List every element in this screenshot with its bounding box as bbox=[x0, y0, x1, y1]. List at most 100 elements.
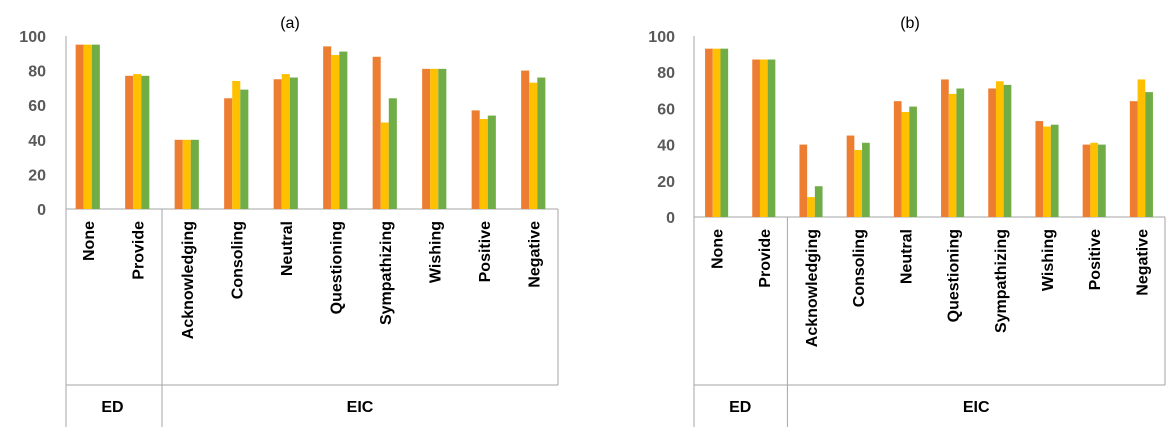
bar-s1-positive bbox=[471, 110, 480, 209]
category-label-consoling: Consoling bbox=[851, 229, 868, 307]
group-label-eic: EIC bbox=[347, 399, 374, 416]
bar-s2-neutral bbox=[281, 74, 290, 209]
category-label-negative: Negative bbox=[1134, 229, 1151, 296]
bar-s2-wishing bbox=[1043, 126, 1051, 217]
bar-s3-positive bbox=[1098, 144, 1106, 217]
bar-s2-provide bbox=[759, 59, 768, 217]
y-tick-label: 40 bbox=[657, 138, 675, 155]
bar-s3-questioning bbox=[339, 51, 348, 209]
group-label-ed: ED bbox=[101, 399, 123, 416]
y-tick-label: 100 bbox=[648, 29, 675, 46]
bar-s3-neutral bbox=[909, 106, 917, 217]
bar-s3-sympathizing bbox=[1003, 84, 1012, 218]
category-label-provide: Provide bbox=[130, 221, 147, 280]
category-label-negative: Negative bbox=[526, 221, 543, 288]
group-label-ed: ED bbox=[729, 399, 751, 416]
bar-s3-sympathizing bbox=[388, 98, 397, 209]
bar-s1-questioning bbox=[941, 79, 949, 217]
bar-s2-negative bbox=[1137, 79, 1146, 217]
y-tick-label: 40 bbox=[28, 133, 46, 150]
bar-s3-none bbox=[91, 44, 100, 210]
bar-s3-consoling bbox=[862, 142, 870, 217]
category-label-provide: Provide bbox=[757, 229, 774, 288]
category-label-neutral: Neutral bbox=[279, 221, 296, 276]
category-label-sympathizing: Sympathizing bbox=[378, 221, 395, 325]
bar-s2-positive bbox=[1090, 142, 1099, 217]
y-tick-label: 100 bbox=[19, 29, 46, 46]
bar-s2-acknowledging bbox=[807, 197, 815, 217]
bar-s1-wishing bbox=[1035, 121, 1044, 217]
bar-s3-consoling bbox=[240, 89, 249, 209]
category-label-neutral: Neutral bbox=[898, 229, 915, 284]
bar-s1-negative bbox=[1129, 101, 1138, 217]
category-label-wishing: Wishing bbox=[427, 221, 444, 283]
bar-s2-positive bbox=[479, 119, 488, 209]
bar-s1-consoling bbox=[224, 98, 233, 209]
category-label-consoling: Consoling bbox=[229, 221, 246, 299]
chart-panel-b: (b) 0 20 40 60 80 100 None Provide Acknowledging C… bbox=[648, 15, 1166, 427]
bar-s3-negative bbox=[1145, 92, 1153, 217]
bar-s2-none bbox=[83, 44, 92, 210]
bar-s3-none bbox=[720, 48, 729, 217]
bar-s1-none bbox=[75, 44, 84, 210]
category-label-wishing: Wishing bbox=[1040, 229, 1057, 291]
bar-s1-provide bbox=[752, 59, 760, 217]
bar-s3-provide bbox=[141, 75, 150, 209]
bar-s1-neutral bbox=[273, 79, 282, 209]
bar-s2-wishing bbox=[430, 68, 439, 210]
bar-s2-consoling bbox=[232, 80, 241, 209]
y-tick-label: 60 bbox=[28, 98, 46, 115]
bar-s2-neutral bbox=[901, 112, 910, 217]
bar-s3-wishing bbox=[438, 68, 447, 210]
bar-s1-negative bbox=[521, 70, 530, 209]
bar-s2-questioning bbox=[948, 93, 957, 217]
bar-s2-sympathizing bbox=[995, 81, 1004, 217]
category-label-positive: Positive bbox=[477, 221, 494, 282]
bar-s1-positive bbox=[1082, 144, 1091, 217]
bar-s1-neutral bbox=[893, 101, 902, 217]
bar-s1-acknowledging bbox=[799, 144, 808, 217]
y-tick-label: 0 bbox=[666, 210, 675, 227]
y-tick-label: 80 bbox=[657, 65, 675, 82]
bar-s3-questioning bbox=[956, 88, 965, 218]
bar-s3-neutral bbox=[289, 77, 298, 210]
bar-s1-sympathizing bbox=[988, 88, 996, 218]
bar-s2-negative bbox=[529, 82, 538, 209]
category-label-none: None bbox=[710, 229, 727, 269]
bar-s2-acknowledging bbox=[182, 139, 191, 209]
category-label-positive: Positive bbox=[1087, 229, 1104, 290]
bar-s2-none bbox=[712, 48, 721, 217]
category-label-acknowledging: Acknowledging bbox=[804, 229, 821, 347]
y-tick-label: 20 bbox=[28, 167, 46, 184]
bar-s1-acknowledging bbox=[174, 139, 183, 209]
bar-s3-positive bbox=[487, 115, 496, 209]
bar-s3-wishing bbox=[1050, 124, 1059, 217]
bar-s1-sympathizing bbox=[372, 56, 381, 210]
y-tick-label: 20 bbox=[657, 174, 675, 191]
category-label-sympathizing: Sympathizing bbox=[993, 229, 1010, 333]
chart-panel-a: (a) 0 20 40 60 80 100 None Provide Acknowledging C… bbox=[19, 15, 559, 427]
y-tick-label: 60 bbox=[657, 101, 675, 118]
bar-s2-sympathizing bbox=[380, 122, 389, 209]
bar-s1-consoling bbox=[846, 135, 855, 217]
bar-s1-wishing bbox=[422, 68, 431, 210]
bar-s3-acknowledging bbox=[814, 186, 823, 217]
bar-s3-negative bbox=[537, 77, 546, 210]
bar-s1-none bbox=[705, 48, 713, 217]
group-label-eic: EIC bbox=[963, 399, 990, 416]
bar-s3-provide bbox=[767, 59, 776, 217]
bar-s2-questioning bbox=[331, 55, 340, 209]
bar-s3-acknowledging bbox=[190, 139, 199, 209]
bar-s1-questioning bbox=[323, 46, 332, 209]
chart-title: (a) bbox=[280, 15, 300, 32]
category-label-acknowledging: Acknowledging bbox=[180, 221, 197, 339]
bar-s1-provide bbox=[125, 75, 134, 209]
y-tick-label: 80 bbox=[28, 64, 46, 81]
category-label-questioning: Questioning bbox=[328, 221, 345, 314]
chart-title: (b) bbox=[900, 15, 920, 32]
category-label-none: None bbox=[81, 221, 98, 261]
bar-s2-provide bbox=[133, 74, 142, 209]
y-tick-label: 0 bbox=[37, 202, 46, 219]
category-label-questioning: Questioning bbox=[946, 229, 963, 322]
